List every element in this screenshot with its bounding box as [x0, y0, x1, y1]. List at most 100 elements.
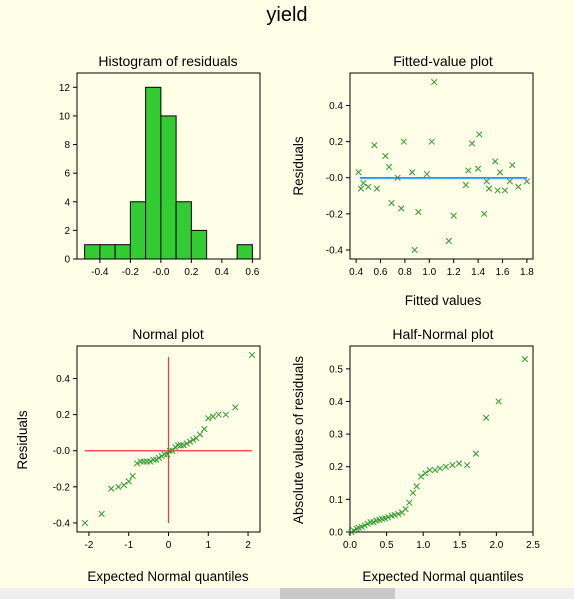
halfnormal-point: [417, 473, 425, 480]
halfnormal-point: [463, 461, 471, 469]
fitted-lines: [359, 177, 527, 180]
halfnormal-point: [409, 489, 417, 496]
histogram-bar: [129, 201, 147, 260]
fitted-point: [400, 138, 407, 145]
halfnormal-point: [361, 522, 368, 529]
fitted-xlabel: Fitted values: [405, 293, 482, 308]
halfnormal-point: [413, 483, 420, 490]
fitted-point: [365, 183, 372, 190]
histogram-y-tick-label: 12: [59, 83, 71, 94]
halfnormal-y-tick-label: 0.4: [329, 397, 343, 408]
normal-point: [164, 451, 171, 458]
fitted-point: [385, 163, 393, 171]
normal-point: [232, 404, 239, 411]
normal-point: [183, 440, 190, 447]
normal-point: [153, 456, 160, 463]
fitted-point: [423, 170, 431, 178]
halfnormal-point: [426, 466, 433, 474]
figure-title: yield: [266, 4, 308, 26]
normal-title: Normal plot: [132, 326, 204, 342]
histogram-bar: [114, 244, 131, 260]
fitted-point: [382, 152, 389, 160]
normal-x-ticks: -2 -1 0 1 2: [84, 532, 251, 551]
halfnormal-point: [495, 398, 502, 405]
normal-point: [129, 472, 136, 480]
fitted-x-tick-label: 1.8: [520, 267, 534, 278]
histogram-y-tick-label: 4: [64, 197, 70, 208]
histogram-x-tick-label: -0.0: [152, 267, 170, 278]
normal-point: [196, 431, 204, 438]
fitted-x-ticks: 0.4 0.6 0.8 1.0 1.2 1.4 1.6 1.8: [349, 259, 534, 278]
scrollbar-thumb[interactable]: [280, 588, 395, 599]
fitted-point: [496, 169, 504, 176]
normal-panel: Normal plot -2 -1 0 1 2 -0.4 -0.2 -0.0 0.2 0.4 E…: [15, 326, 261, 584]
halfnormal-x-tick-label: 0.5: [380, 540, 394, 551]
normal-point: [166, 447, 173, 454]
fitted-point: [398, 205, 405, 212]
histogram-bar: [236, 244, 253, 260]
fitted-point: [494, 187, 501, 194]
halfnormal-y-tick-label: 0.1: [329, 495, 343, 506]
normal-point: [140, 458, 147, 465]
histogram-bar: [175, 201, 192, 260]
halfnormal-point: [395, 510, 402, 518]
histogram-panel: Histogram of residuals -0.4 -0.2 -0.0 0.2 0.…: [59, 53, 261, 278]
halfnormal-y-tick-label: 0.0: [329, 528, 343, 539]
histogram-bar: [160, 115, 177, 260]
fitted-point: [492, 158, 499, 165]
fitted-point: [428, 138, 435, 145]
halfnormal-x-ticks: 0.0 0.5 1.0 1.5 2.0 2.5: [343, 532, 540, 551]
histogram-y-ticks: 0 2 4 6 8 10 12: [59, 83, 77, 266]
normal-point: [215, 411, 222, 418]
normal-y-tick-label: 0.4: [56, 374, 70, 385]
fitted-point: [474, 165, 482, 172]
halfnormal-y-ticks: 0.0 0.1 0.2 0.3 0.4 0.5: [329, 364, 350, 539]
halfnormal-point: [442, 463, 450, 470]
halfnormal-point: [402, 506, 409, 513]
fitted-point: [485, 185, 493, 192]
fitted-x-tick-label: 0.8: [398, 267, 412, 278]
fitted-point: [445, 237, 452, 245]
halfnormal-x-tick-label: 1.0: [416, 540, 430, 551]
halfnormal-title: Half-Normal plot: [392, 326, 493, 342]
histogram-y-tick-label: 10: [59, 111, 71, 122]
normal-point: [150, 456, 157, 463]
fitted-point: [515, 183, 522, 190]
normal-point: [155, 454, 163, 462]
normal-x-tick-label: 2: [245, 540, 251, 551]
horizontal-scrollbar[interactable]: [0, 588, 574, 599]
histogram-bar: [145, 86, 162, 260]
halfnormal-point: [436, 465, 444, 472]
normal-point: [248, 351, 256, 359]
fitted-x-tick-label: 1.4: [471, 267, 485, 278]
fitted-point: [371, 142, 378, 149]
fitted-y-tick-label: -0.4: [326, 245, 344, 256]
fitted-y-tick-label: 0.2: [329, 137, 343, 148]
normal-point: [143, 458, 151, 465]
halfnormal-x-tick-label: 2.5: [526, 540, 540, 551]
halfnormal-x-tick-label: 2.0: [489, 540, 503, 551]
normal-point: [147, 458, 154, 465]
halfnormal-point: [449, 461, 456, 469]
normal-point: [81, 519, 89, 527]
normal-y-ticks: -0.4 -0.2 -0.0 0.2 0.4: [53, 374, 77, 529]
histogram-x-tick-label: -0.4: [91, 267, 109, 278]
normal-point: [186, 438, 194, 445]
normal-point: [133, 460, 141, 467]
histogram-y-tick-label: 6: [64, 169, 70, 180]
halfnormal-y-tick-label: 0.5: [329, 364, 343, 375]
halfnormal-point: [422, 470, 429, 477]
halfnormal-x-tick-label: 1.5: [453, 540, 467, 551]
fitted-point: [462, 181, 470, 189]
fitted-x-tick-label: 0.6: [374, 267, 388, 278]
halfnormal-panel: Half-Normal plot 0.0 0.5 1.0 1.5 2.0 2.5 0.00…: [291, 326, 540, 584]
fitted-point: [394, 174, 401, 181]
halfnormal-point: [384, 514, 392, 521]
fitted-y-ticks: -0.4 -0.2 -0.0 0.2 0.4: [326, 101, 350, 256]
normal-point: [120, 481, 128, 489]
fitted-title: Fitted-value plot: [393, 53, 493, 69]
histogram-x-tick-label: -0.2: [122, 267, 140, 278]
normal-xlabel: Expected Normal quantiles: [87, 569, 249, 584]
halfnormal-points: [348, 355, 529, 536]
